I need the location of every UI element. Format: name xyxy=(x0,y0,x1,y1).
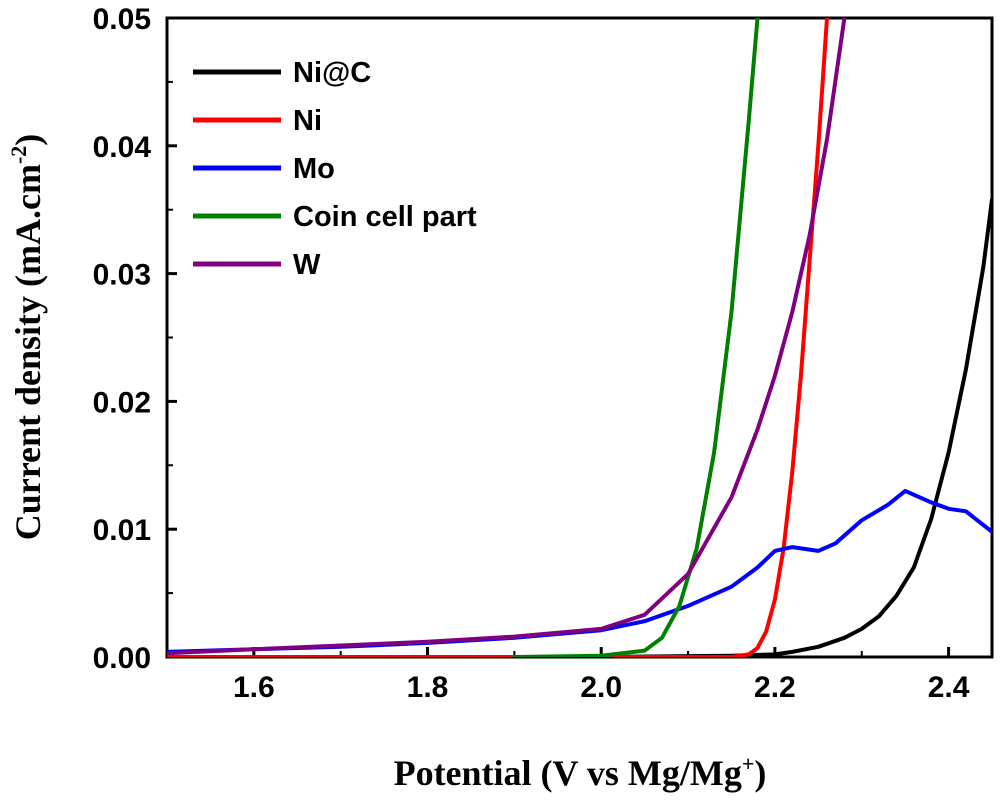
x-tick-label: 2.0 xyxy=(580,671,622,704)
x-tick-label: 2.4 xyxy=(928,671,970,704)
series-layer xyxy=(167,18,992,657)
series-line-ni xyxy=(167,18,829,657)
series-line-mo xyxy=(167,488,992,654)
legend: Ni@C Ni Mo Coin cell part W xyxy=(193,57,477,281)
y-axis-title: Current density (mA.cm-2) xyxy=(6,134,48,541)
x-axis-ticks: 1.6 1.8 2.0 2.2 2.4 xyxy=(166,647,970,704)
y-tick-label: 0.02 xyxy=(93,386,151,419)
y-tick-label: 0.03 xyxy=(93,259,151,292)
legend-label: Ni xyxy=(293,105,322,137)
x-axis-title: Potential (V vs Mg/Mg+) xyxy=(394,751,767,793)
x-tick-label: 2.2 xyxy=(754,671,796,704)
legend-label: Mo xyxy=(293,153,335,185)
y-axis-ticks: 0.00 0.01 0.02 0.03 0.04 0.05 xyxy=(93,3,177,675)
series-line-coin-cell-part xyxy=(512,18,760,657)
legend-label: Coin cell part xyxy=(293,201,477,233)
x-tick-label: 1.6 xyxy=(233,671,275,704)
y-tick-label: 0.00 xyxy=(93,642,151,675)
x-tick-label: 1.8 xyxy=(407,671,449,704)
y-tick-label: 0.04 xyxy=(93,131,152,164)
legend-label: Ni@C xyxy=(293,57,371,89)
plot-frame xyxy=(165,16,994,659)
legend-label: W xyxy=(293,249,321,281)
y-tick-label: 0.01 xyxy=(93,514,151,547)
y-tick-label: 0.05 xyxy=(93,3,151,36)
series-line-w xyxy=(167,18,847,656)
series-line-ni-c xyxy=(167,197,992,657)
